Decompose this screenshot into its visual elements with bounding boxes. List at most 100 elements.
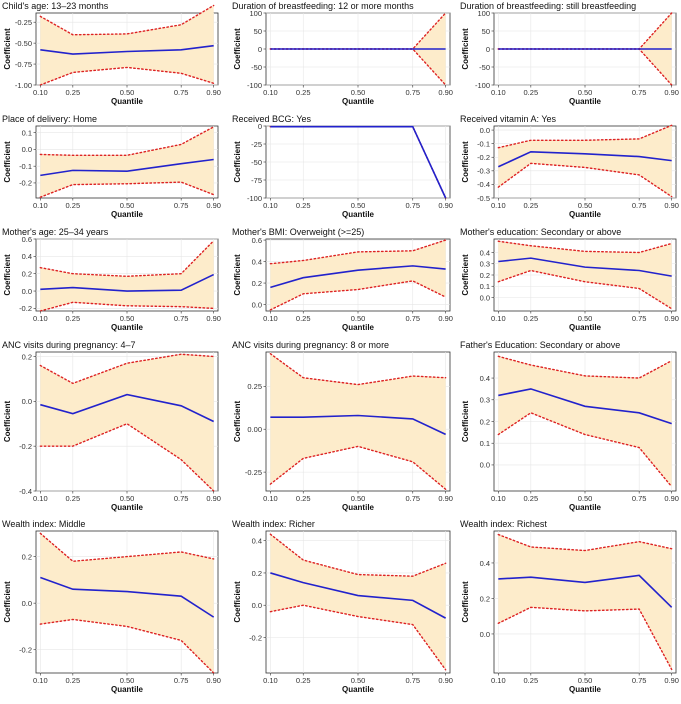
x-tick-label: 0.50 xyxy=(578,494,593,503)
coefficient-line xyxy=(40,393,215,423)
x-tick-label: 0.25 xyxy=(524,314,539,323)
x-tick-label: 0.90 xyxy=(206,676,221,685)
x-axis-title: Quantile xyxy=(569,97,602,106)
x-tick-label: 0.50 xyxy=(120,88,135,97)
y-tick-label: -0.2 xyxy=(19,179,32,188)
y-tick-label: 0.4 xyxy=(480,248,490,257)
y-tick-label: -0.50 xyxy=(15,39,32,48)
x-axis-title: Quantile xyxy=(342,503,375,512)
x-tick-label: 0.10 xyxy=(33,88,48,97)
confidence-band xyxy=(40,5,214,85)
y-axis-title: Coefficient xyxy=(3,401,12,443)
y-tick-label: 0.0 xyxy=(252,300,262,309)
x-tick-label: 0.90 xyxy=(438,201,453,210)
chart-panel-8: Mother's BMI: Overweight (>=25) 0.0 0.2 0.4… xyxy=(232,227,453,332)
x-tick-label: 0.75 xyxy=(632,314,647,323)
x-tick-label: 0.50 xyxy=(351,494,366,503)
upper-bound-line xyxy=(39,353,215,385)
y-tick-label: 0.4 xyxy=(22,252,32,261)
confidence-band xyxy=(40,126,214,198)
y-tick-label: -25 xyxy=(251,140,262,149)
chart-panel-5: Received BCG: Yes -100 -75 -50 -25 0 0.10 0.25 0… xyxy=(232,114,453,219)
x-tick-label: 0.10 xyxy=(33,201,48,210)
x-tick-label: 0.10 xyxy=(491,676,506,685)
x-tick-label: 0.50 xyxy=(578,201,593,210)
chart-panel-12: Father's Education: Secondary or above 0.… xyxy=(460,340,679,512)
y-tick-label: -0.4 xyxy=(19,487,32,496)
x-axis-title: Quantile xyxy=(111,503,144,512)
y-axis-title: Coefficient xyxy=(461,581,470,623)
coefficient-line xyxy=(40,158,214,177)
y-tick-label: -100 xyxy=(247,194,262,203)
x-tick-label: 0.75 xyxy=(174,201,189,210)
y-tick-label: -0.3 xyxy=(477,167,490,176)
y-tick-label: -0.1 xyxy=(19,162,32,171)
panel-title: Duration of breastfeeding: 12 or more mo… xyxy=(232,1,414,11)
y-tick-label: 0.0 xyxy=(480,126,490,135)
x-tick-label: 0.50 xyxy=(120,676,135,685)
x-axis-title: Quantile xyxy=(569,503,602,512)
x-tick-label: 0.90 xyxy=(664,676,679,685)
y-tick-label: 0.1 xyxy=(480,282,490,291)
x-tick-label: 0.75 xyxy=(405,676,420,685)
x-tick-label: 0.25 xyxy=(524,494,539,503)
lower-bound-line xyxy=(497,606,673,671)
x-tick-label: 0.50 xyxy=(351,314,366,323)
chart-panel-15: Wealth index: Richest 0.0 0.2 0.4 0.10 0.25 0.… xyxy=(460,519,679,694)
panel-title: Place of delivery: Home xyxy=(2,114,97,124)
x-tick-label: 0.75 xyxy=(405,494,420,503)
x-tick-label: 0.10 xyxy=(263,201,278,210)
chart-panel-2: Duration of breastfeeding: 12 or more mo… xyxy=(232,1,453,106)
upper-bound-line xyxy=(39,532,215,562)
x-tick-label: 0.25 xyxy=(296,314,311,323)
x-axis-title: Quantile xyxy=(111,210,144,219)
x-tick-label: 0.90 xyxy=(664,494,679,503)
panel-title: Received vitamin A: Yes xyxy=(460,114,557,124)
x-tick-label: 0.50 xyxy=(351,201,366,210)
x-tick-label: 0.10 xyxy=(263,676,278,685)
x-tick-label: 0.25 xyxy=(66,88,81,97)
lower-bound-line xyxy=(497,269,673,310)
x-tick-label: 0.90 xyxy=(206,88,221,97)
confidence-band xyxy=(270,534,446,670)
panel-title: Mother's age: 25–34 years xyxy=(2,227,109,237)
lower-bound-line xyxy=(39,422,215,492)
x-tick-label: 0.50 xyxy=(578,314,593,323)
x-tick-label: 0.25 xyxy=(296,676,311,685)
confidence-band xyxy=(498,356,672,487)
y-tick-label: 50 xyxy=(482,27,490,36)
x-tick-label: 0.75 xyxy=(174,88,189,97)
y-tick-label: 0.4 xyxy=(480,374,490,383)
chart-panel-7: Mother's age: 25–34 years -0.2 0.0 0.2 0.4 0.… xyxy=(2,227,221,332)
x-tick-label: 0.10 xyxy=(33,676,48,685)
y-tick-label: 0.0 xyxy=(480,293,490,302)
x-axis-title: Quantile xyxy=(569,323,602,332)
chart-panel-14: Wealth index: Richer -0.2 0.0 0.2 0.4 0.10 0.2… xyxy=(232,519,453,694)
x-tick-label: 0.50 xyxy=(120,314,135,323)
x-tick-label: 0.90 xyxy=(664,201,679,210)
chart-panel-13: Wealth index: Middle -0.2 0.0 0.2 0.10 0.25 0.… xyxy=(2,519,221,694)
y-tick-label: 0.0 xyxy=(22,599,32,608)
x-tick-label: 0.10 xyxy=(33,494,48,503)
chart-panel-1: Child's age: 13–23 months -1.00 -0.75 -0.50… xyxy=(2,1,221,106)
lower-bound-line xyxy=(39,618,215,674)
upper-bound-line xyxy=(497,533,673,552)
lower-bound-line xyxy=(39,66,215,86)
y-tick-label: -50 xyxy=(251,158,262,167)
y-tick-label: 0.25 xyxy=(247,382,262,391)
upper-bound-line xyxy=(39,126,215,157)
x-tick-label: 0.75 xyxy=(174,494,189,503)
x-tick-label: 0.25 xyxy=(66,314,81,323)
x-tick-label: 0.50 xyxy=(578,88,593,97)
x-tick-label: 0.25 xyxy=(66,494,81,503)
y-axis-title: Coefficient xyxy=(3,28,12,70)
x-tick-label: 0.25 xyxy=(296,201,311,210)
y-axis-title: Coefficient xyxy=(3,581,12,623)
x-tick-label: 0.75 xyxy=(632,676,647,685)
panel-title: Child's age: 13–23 months xyxy=(2,1,109,11)
y-tick-label: 0.2 xyxy=(252,569,262,578)
x-tick-label: 0.50 xyxy=(351,88,366,97)
x-tick-label: 0.25 xyxy=(524,201,539,210)
y-tick-label: 0.2 xyxy=(22,352,32,361)
